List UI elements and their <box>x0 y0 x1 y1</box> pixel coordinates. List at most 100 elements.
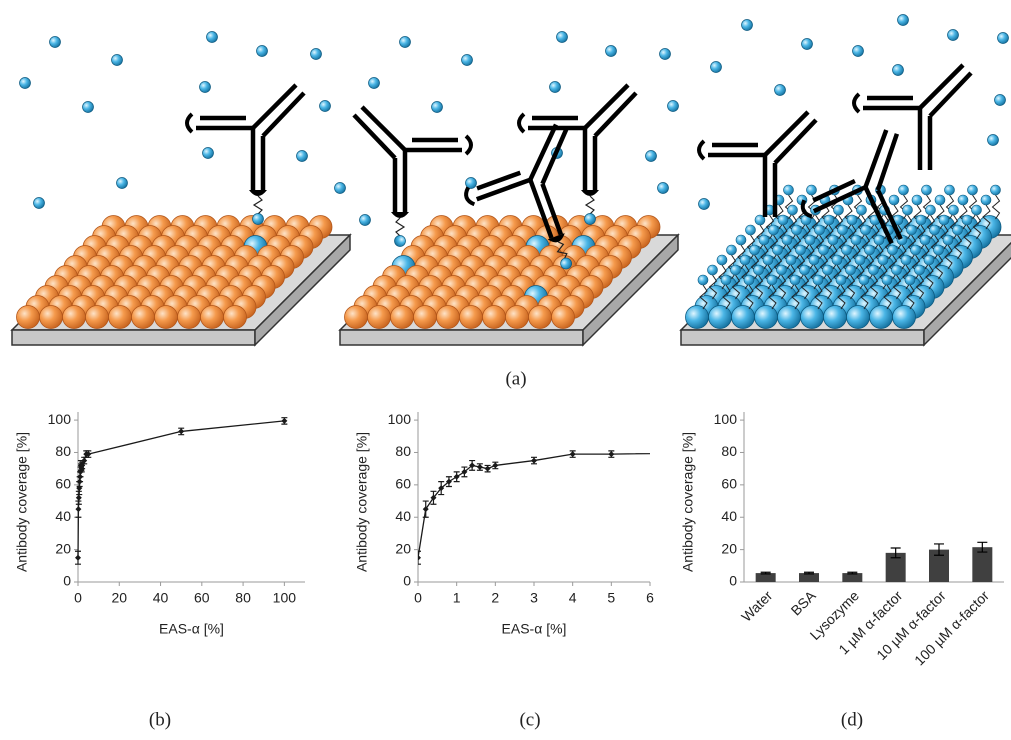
peptide <box>253 214 264 225</box>
free-peptide <box>557 32 568 43</box>
sphere <box>847 306 870 329</box>
peptide <box>800 265 810 275</box>
data-point <box>485 466 491 472</box>
free-peptide <box>117 178 128 189</box>
free-peptide <box>257 46 268 57</box>
antibody-tip <box>249 190 267 196</box>
free-peptide <box>462 55 473 66</box>
sphere <box>732 306 755 329</box>
peptide <box>888 245 898 255</box>
peptide <box>926 205 936 215</box>
peptide <box>943 235 953 245</box>
antibody-tip <box>581 190 599 196</box>
peptide <box>972 205 982 215</box>
peptide <box>865 245 875 255</box>
peptide <box>953 225 963 235</box>
illustration <box>12 15 1011 346</box>
y-tick-label: 80 <box>55 443 71 459</box>
series-line <box>78 421 284 558</box>
free-peptide <box>466 178 477 189</box>
antibody-cup <box>854 94 859 112</box>
data-point <box>75 555 81 561</box>
peptide <box>958 195 968 205</box>
free-peptide <box>658 183 669 194</box>
y-tick-label: 40 <box>55 508 71 524</box>
series-line <box>418 421 1011 558</box>
y-axis-title: Antibody coverage [%] <box>14 432 30 572</box>
peptide <box>809 255 819 265</box>
free-peptide <box>775 85 786 96</box>
x-tick-label: 1 <box>453 590 461 606</box>
y-tick-label: 60 <box>395 476 411 492</box>
peptide <box>395 236 406 247</box>
peptide <box>769 225 779 235</box>
sphere <box>893 306 916 329</box>
free-peptide <box>369 78 380 89</box>
x-tick-label: 2 <box>491 590 499 606</box>
peptide <box>786 255 796 265</box>
y-tick-label: 80 <box>721 443 737 459</box>
antibody-chain <box>528 129 581 183</box>
peptide <box>912 195 922 205</box>
peptide <box>869 265 879 275</box>
free-peptide <box>893 65 904 76</box>
free-peptide <box>360 215 371 226</box>
free-peptide <box>400 37 411 48</box>
antibody-cup <box>519 114 524 132</box>
free-peptide <box>699 199 710 210</box>
free-peptide <box>335 183 346 194</box>
sphere <box>483 306 506 329</box>
sphere <box>224 306 247 329</box>
sphere <box>437 306 460 329</box>
free-peptide <box>432 102 443 113</box>
data-point <box>178 428 184 434</box>
peptide <box>767 275 777 285</box>
x-tick-label: 4 <box>569 590 577 606</box>
peptide <box>585 214 596 225</box>
data-point <box>608 451 614 457</box>
sphere <box>201 306 224 329</box>
sphere <box>552 306 575 329</box>
peptide <box>777 265 787 275</box>
y-tick-label: 80 <box>395 443 411 459</box>
peptide <box>778 215 788 225</box>
peptide <box>935 195 945 205</box>
peptide <box>796 245 806 255</box>
peptide <box>834 205 844 215</box>
panel-label: (d) <box>841 709 863 730</box>
sphere <box>109 306 132 329</box>
antibody-chain <box>477 180 531 199</box>
peptide <box>846 265 856 275</box>
peptide <box>819 245 829 255</box>
sphere <box>40 306 63 329</box>
y-tick-label: 20 <box>55 540 71 556</box>
free-peptide <box>203 148 214 159</box>
peptide <box>698 275 708 285</box>
free-peptide <box>988 135 999 146</box>
plot-area <box>75 418 287 565</box>
sphere <box>709 306 732 329</box>
peptide <box>832 255 842 265</box>
figure: (a) (b) (c) (d) 020406080100Antibody cov… <box>0 0 1011 735</box>
peptide <box>962 215 972 225</box>
sphere <box>506 306 529 329</box>
free-peptide <box>20 78 31 89</box>
y-tick-label: 0 <box>729 573 737 589</box>
peptide <box>851 235 861 245</box>
antibody-cup <box>699 141 704 159</box>
x-tick-label: 60 <box>194 590 210 606</box>
antibody-cup <box>466 136 471 154</box>
peptide <box>855 255 865 265</box>
peptide <box>842 245 852 255</box>
free-peptide <box>83 102 94 113</box>
peptide <box>784 185 794 195</box>
peptide <box>746 225 756 235</box>
peptide <box>981 195 991 205</box>
peptide <box>859 275 869 285</box>
peptide <box>892 265 902 275</box>
y-tick-label: 100 <box>48 411 72 427</box>
x-axis-title: EAS-α [%] <box>159 621 224 637</box>
data-point <box>531 458 537 464</box>
x-tick-label: 20 <box>111 590 127 606</box>
peptide <box>907 225 917 235</box>
